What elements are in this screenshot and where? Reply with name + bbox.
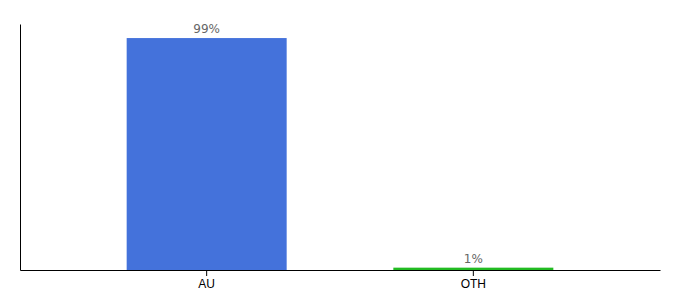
x-tick: AU (198, 270, 215, 291)
x-axis-line (21, 270, 661, 271)
x-tick-label: OTH (461, 277, 486, 291)
x-tick-mark (473, 270, 474, 276)
x-tick-label: AU (198, 277, 215, 291)
data-labels: 99% 1% (193, 22, 483, 266)
bar (127, 38, 287, 270)
bars (127, 38, 554, 270)
data-label: 1% (464, 252, 483, 266)
plot: AU OTH 99% 1% (21, 22, 661, 290)
y-axis (20, 25, 21, 271)
chart: AU OTH 99% 1% (0, 0, 680, 300)
data-label: 99% (193, 22, 220, 36)
bar (393, 268, 553, 270)
x-tick: OTH (461, 270, 486, 291)
x-axis: AU OTH (21, 270, 661, 291)
y-axis-line (20, 25, 21, 271)
x-tick-mark (206, 270, 207, 276)
